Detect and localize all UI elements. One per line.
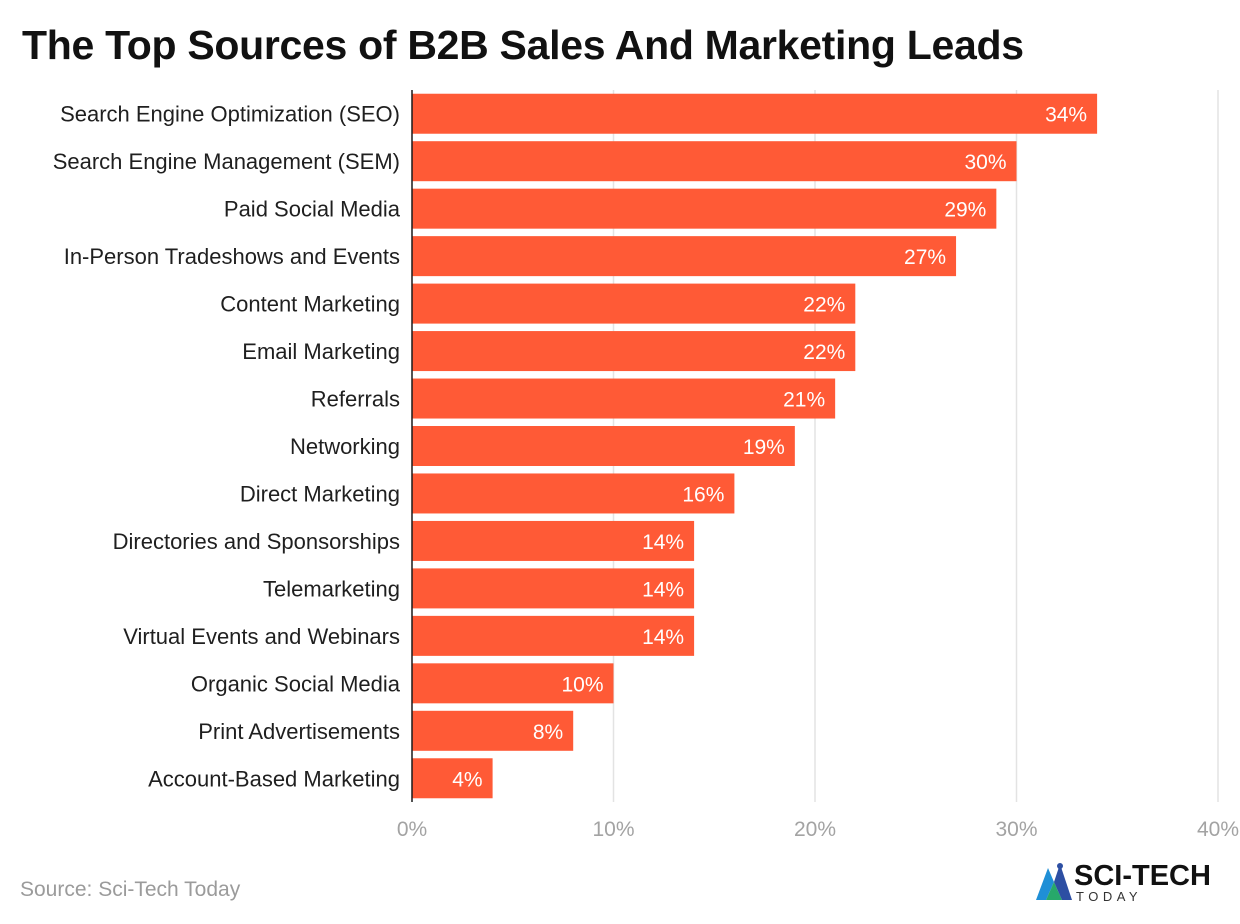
x-axis-ticks: 0% 10% 20% 30% 40% xyxy=(397,818,1239,841)
bar[interactable] xyxy=(412,710,574,751)
x-tick-label: 40% xyxy=(1197,818,1239,841)
bar[interactable] xyxy=(412,331,856,372)
category-label: Direct Marketing xyxy=(240,481,400,506)
value-label: 16% xyxy=(682,483,724,506)
value-label: 14% xyxy=(642,531,684,554)
brand-subname: TODAY xyxy=(1076,889,1143,904)
value-label: 19% xyxy=(743,436,785,459)
value-labels: 34% 30% 29% 27% 22% 22% 21% 19% 16% 14% 14% 14% 10% 8… xyxy=(452,104,1087,792)
bar[interactable] xyxy=(412,283,856,324)
category-label: Networking xyxy=(290,434,400,459)
category-label: Account-Based Marketing xyxy=(148,766,400,791)
value-label: 34% xyxy=(1045,104,1087,127)
bars xyxy=(412,93,1098,799)
bar[interactable] xyxy=(412,568,695,609)
value-label: 30% xyxy=(964,151,1006,174)
bar[interactable] xyxy=(412,758,493,799)
category-label: Print Advertisements xyxy=(198,719,400,744)
category-label: Telemarketing xyxy=(263,576,400,601)
value-label: 4% xyxy=(452,768,482,791)
bar[interactable] xyxy=(412,378,836,419)
category-label: In-Person Tradeshows and Events xyxy=(64,244,400,269)
bar[interactable] xyxy=(412,188,997,229)
value-label: 27% xyxy=(904,246,946,269)
x-tick-label: 20% xyxy=(794,818,836,841)
category-label: Search Engine Management (SEM) xyxy=(53,149,400,174)
bar[interactable] xyxy=(412,141,1017,182)
category-label: Content Marketing xyxy=(220,292,400,317)
bar[interactable] xyxy=(412,520,695,561)
value-label: 8% xyxy=(533,721,563,744)
x-tick-label: 0% xyxy=(397,818,427,841)
value-label: 14% xyxy=(642,626,684,649)
category-label: Virtual Events and Webinars xyxy=(123,624,400,649)
sci-tech-logo-icon xyxy=(1036,863,1072,900)
brand-logo[interactable]: SCI-TECH TODAY xyxy=(1034,858,1214,906)
bar[interactable] xyxy=(412,663,614,704)
category-label: Search Engine Optimization (SEO) xyxy=(60,102,400,127)
chart-title: The Top Sources of B2B Sales And Marketi… xyxy=(22,22,1024,68)
x-tick-label: 10% xyxy=(592,818,634,841)
category-label: Referrals xyxy=(311,387,400,412)
bar[interactable] xyxy=(412,615,695,656)
value-label: 22% xyxy=(803,294,845,317)
category-label: Directories and Sponsorships xyxy=(113,529,400,554)
category-labels: Search Engine Optimization (SEO) Search E… xyxy=(53,102,401,792)
brand-name: SCI-TECH xyxy=(1074,860,1211,892)
bar[interactable] xyxy=(412,93,1098,134)
bar[interactable] xyxy=(412,236,957,277)
category-label: Paid Social Media xyxy=(224,197,401,222)
bar[interactable] xyxy=(412,473,735,514)
value-label: 10% xyxy=(561,673,603,696)
x-tick-label: 30% xyxy=(995,818,1037,841)
source-note: Source: Sci-Tech Today xyxy=(20,878,241,901)
bar[interactable] xyxy=(412,426,795,466)
value-label: 14% xyxy=(642,578,684,601)
value-label: 21% xyxy=(783,389,825,412)
value-label: 22% xyxy=(803,341,845,364)
category-label: Email Marketing xyxy=(242,339,400,364)
value-label: 29% xyxy=(944,199,986,222)
category-label: Organic Social Media xyxy=(191,671,401,696)
